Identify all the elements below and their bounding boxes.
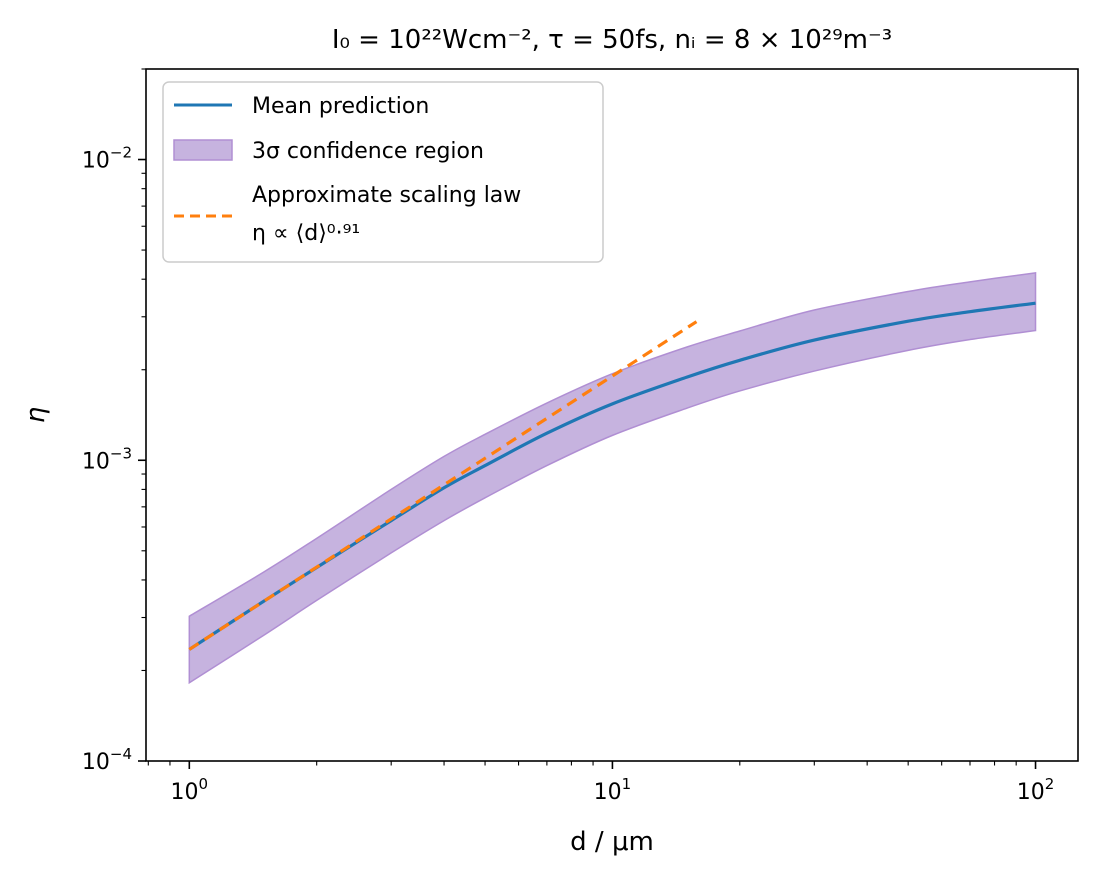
legend-box <box>162 81 604 263</box>
mean-prediction-line <box>188 301 1036 651</box>
legend-band-label: 3σ confidence region <box>252 139 484 164</box>
legend-scaling-label: Approximate scaling law <box>252 183 521 208</box>
plot-area <box>188 271 1037 685</box>
x-tick-label: 102 <box>1017 775 1055 805</box>
x-tick-label: 100 <box>171 775 209 805</box>
chart-title: I₀ = 10²²Wcm⁻², τ = 50fs, nᵢ = 8 × 10²⁹m… <box>332 25 892 55</box>
legend: Mean prediction 3σ confidence region App… <box>162 81 604 263</box>
legend-band-swatch <box>173 139 233 161</box>
scaling-law-line <box>188 320 698 651</box>
axis-ticks: 100 101 102 10−4 10−3 10−2 <box>82 68 1055 805</box>
y-tick-label: 10−2 <box>82 144 132 174</box>
legend-mean-label: Mean prediction <box>252 94 429 119</box>
x-tick-label: 101 <box>594 775 632 805</box>
legend-scaling-formula: η ∝ ⟨d⟩⁰·⁹¹ <box>252 221 360 246</box>
confidence-band <box>188 271 1037 685</box>
y-tick-label: 10−4 <box>82 745 132 775</box>
y-tick-label: 10−3 <box>82 444 132 474</box>
y-axis-label: η <box>21 407 51 423</box>
x-axis-label: d / μm <box>570 827 654 857</box>
